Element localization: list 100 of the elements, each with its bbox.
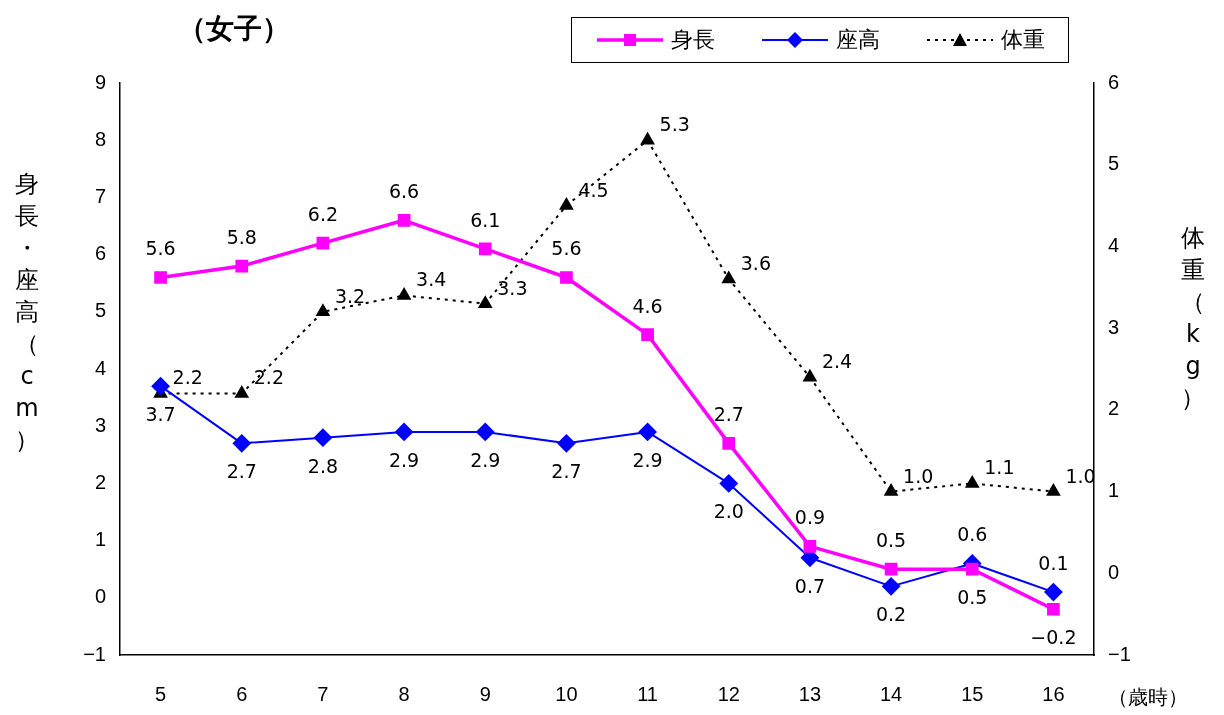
point: [476, 422, 495, 441]
y-tick-label: 1: [94, 528, 106, 551]
x-tick-label: 11: [637, 682, 658, 705]
point: [151, 377, 170, 396]
point: [884, 484, 898, 496]
x-axis-title: （歳時）: [1108, 684, 1188, 711]
y2-tick-label: 6: [1108, 70, 1120, 93]
point: [154, 271, 167, 284]
point: [641, 328, 654, 342]
data-label: 0.5: [957, 586, 988, 609]
y-tick-label: 3: [94, 413, 106, 436]
data-label: 2.9: [470, 448, 501, 471]
point: [965, 475, 979, 488]
y-tick-label: 0: [94, 585, 106, 608]
point: [395, 422, 414, 441]
data-label: 1.1: [984, 456, 1015, 479]
point: [557, 434, 576, 453]
data-label: 0.9: [794, 506, 826, 529]
data-label: 2.7: [226, 460, 257, 483]
point: [232, 434, 251, 453]
x-tick-label: 16: [1042, 682, 1065, 705]
point: [722, 437, 736, 450]
point: [316, 304, 330, 317]
data-label: 0.5: [875, 529, 907, 552]
data-label: 5.6: [145, 237, 176, 260]
y-tick-label: −1: [83, 642, 106, 665]
y-tick-label: 4: [94, 356, 106, 379]
y2-tick-label: 4: [1108, 233, 1120, 256]
x-tick-label: 7: [317, 682, 329, 705]
y2-tick-label: −1: [1108, 642, 1131, 665]
point: [478, 296, 492, 308]
data-label: 3.2: [334, 284, 366, 307]
point: [722, 271, 736, 284]
point: [1044, 583, 1063, 602]
y2-tick-label: 5: [1108, 152, 1120, 175]
text: 身長・座高（cm）: [15, 170, 39, 454]
point: [803, 369, 817, 382]
data-label: 3.6: [740, 252, 771, 275]
x-tick-label: 8: [398, 682, 410, 705]
data-label: 5.3: [659, 113, 690, 136]
point: [719, 474, 738, 493]
y-tick-label: 5: [94, 299, 106, 322]
data-label: 2.7: [551, 460, 582, 483]
point: [397, 213, 411, 227]
point: [638, 422, 657, 441]
data-label: 2.9: [388, 448, 420, 471]
x-tick-label: 6: [236, 682, 248, 705]
data-label: 6.6: [388, 180, 420, 203]
chart-title: （女子）: [178, 11, 290, 47]
data-label: 4.5: [578, 178, 609, 201]
data-label: 5.6: [551, 237, 582, 260]
point: [559, 198, 574, 210]
data-label: 2.8: [307, 454, 339, 477]
y2-axis-title: 体重（kg）: [1180, 223, 1206, 414]
legend-label: 座高: [835, 26, 880, 54]
x-tick-label: 12: [717, 682, 740, 705]
data-label: −0.2: [1030, 626, 1077, 649]
point: [882, 577, 901, 596]
x-tick-label: 14: [879, 682, 903, 705]
y-tick-label: 8: [94, 127, 106, 150]
data-label: 2.4: [821, 350, 853, 373]
data-label: 2.0: [713, 500, 744, 523]
point: [884, 562, 898, 576]
legend-label: 身長: [670, 26, 715, 54]
data-label: 5.8: [226, 225, 257, 248]
point: [316, 236, 330, 250]
data-label: 3.3: [497, 276, 528, 299]
data-label: 2.7: [713, 403, 744, 426]
y2-tick-label: 2: [1108, 397, 1120, 420]
data-label: 2.2: [253, 366, 284, 389]
point: [235, 386, 249, 398]
x-tick-label: 9: [479, 682, 491, 705]
data-label: 3.4: [416, 268, 447, 291]
point: [313, 428, 332, 447]
data-label: 0.1: [1038, 552, 1069, 575]
data-label: 0.6: [957, 523, 988, 546]
point: [1047, 602, 1060, 616]
point: [235, 259, 249, 273]
y2-tick-label: 0: [1108, 560, 1120, 583]
data-label: 2.9: [632, 448, 663, 471]
y-tick-label: 7: [94, 184, 106, 207]
data-label: 1.0: [903, 464, 934, 487]
y-tick-label: 6: [94, 242, 106, 265]
data-label: 6.2: [307, 203, 339, 226]
x-tick-label: 15: [961, 682, 984, 705]
point: [478, 242, 492, 256]
y2-tick-label: 1: [1108, 479, 1120, 502]
legend-label: 体重: [1001, 26, 1046, 54]
data-label: 4.6: [632, 294, 663, 317]
point: [640, 132, 655, 145]
point: [1046, 484, 1061, 496]
data-label: 6.1: [470, 208, 501, 231]
data-label: 0.7: [794, 574, 826, 597]
point: [560, 271, 573, 284]
y-tick-label: 9: [94, 70, 106, 93]
point: [397, 287, 411, 300]
y2-tick-label: 3: [1108, 315, 1120, 338]
y-tick-label: 2: [94, 470, 106, 493]
point: [803, 539, 817, 553]
x-tick-label: 10: [555, 682, 578, 705]
